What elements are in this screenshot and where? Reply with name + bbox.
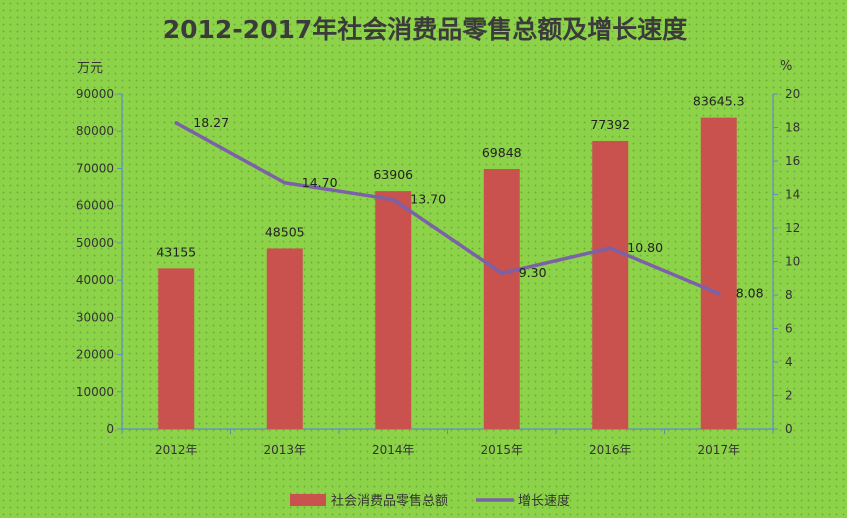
y-left-tick-label: 90000 (76, 87, 114, 101)
axes: 0 10000 20000 30000 40000 50000 60000 70000 8000… (76, 87, 800, 457)
y-left-tick-label: 50000 (76, 236, 114, 250)
bar-value-label: 48505 (265, 224, 305, 239)
y-left-tick-label: 20000 (76, 348, 114, 362)
y-right-tick-label: 4 (785, 355, 793, 369)
y-left-tick-label: 10000 (76, 385, 114, 399)
y-right-unit: % (780, 59, 792, 74)
bar-value-label: 77392 (590, 117, 630, 132)
x-tick-label: 2017年 (697, 443, 740, 457)
y-right-tick-label: 20 (785, 87, 800, 101)
legend-label-bar: 社会消费品零售总额 (331, 493, 448, 509)
y-right-tick-label: 6 (785, 322, 793, 336)
data-labels: 43155 48505 63906 69848 77392 83645.3 18.27 14.… (156, 94, 763, 301)
bar (158, 268, 195, 429)
legend: 社会消费品零售总额 增长速度 (290, 493, 570, 509)
line-point (282, 180, 287, 185)
y-left-tick-label: 60000 (76, 199, 114, 213)
line-point (391, 197, 396, 202)
bar (266, 248, 303, 429)
line-value-label: 18.27 (193, 115, 229, 130)
x-tick-label: 2014年 (372, 443, 415, 457)
chart-title: 2012-2017年社会消费品零售总额及增长速度 (163, 15, 688, 44)
y-right-tick-label: 8 (785, 288, 793, 302)
x-tick-label: 2015年 (480, 443, 523, 457)
bar (375, 191, 412, 429)
bar-value-label: 83645.3 (693, 94, 745, 109)
y-right-tick-label: 12 (785, 221, 800, 235)
bar-value-label: 43155 (156, 244, 196, 259)
legend-label-line: 增长速度 (518, 493, 570, 509)
line-point (608, 246, 613, 250)
y-right-tick-label: 16 (785, 154, 800, 168)
y-right-tick-label: 2 (785, 389, 793, 403)
y-left-tick-label: 70000 (76, 161, 114, 175)
bar (700, 117, 737, 430)
y-left-tick-label: 30000 (76, 310, 114, 324)
line-value-label: 10.80 (627, 240, 663, 255)
bar-value-label: 63906 (373, 167, 413, 182)
y-right-tick-label: 14 (785, 188, 800, 202)
y-left-tick-label: 80000 (76, 124, 114, 138)
x-tick-label: 2013年 (263, 443, 306, 457)
line-point (499, 271, 504, 276)
legend-swatch-bar (290, 494, 326, 506)
y-left-unit: 万元 (77, 61, 103, 76)
line-value-label: 9.30 (519, 265, 547, 280)
growth-line (174, 121, 721, 296)
bar (592, 140, 629, 429)
line-point (716, 291, 721, 296)
x-tick-label: 2016年 (589, 443, 632, 457)
y-left-tick-label: 40000 (76, 273, 114, 287)
line-value-label: 13.70 (410, 192, 446, 207)
line-point (174, 121, 179, 125)
line-value-label: 8.08 (736, 286, 764, 301)
bar (483, 169, 520, 429)
x-tick-label: 2012年 (155, 443, 198, 457)
bar-value-label: 69848 (482, 145, 522, 160)
y-right-tick-label: 18 (785, 121, 800, 135)
line-series (174, 121, 721, 296)
line-value-label: 14.70 (302, 175, 338, 190)
y-right-tick-label: 10 (785, 255, 800, 269)
y-right-tick-label: 0 (785, 422, 793, 436)
bar-series (158, 117, 737, 430)
y-left-tick-label: 0 (106, 422, 114, 436)
